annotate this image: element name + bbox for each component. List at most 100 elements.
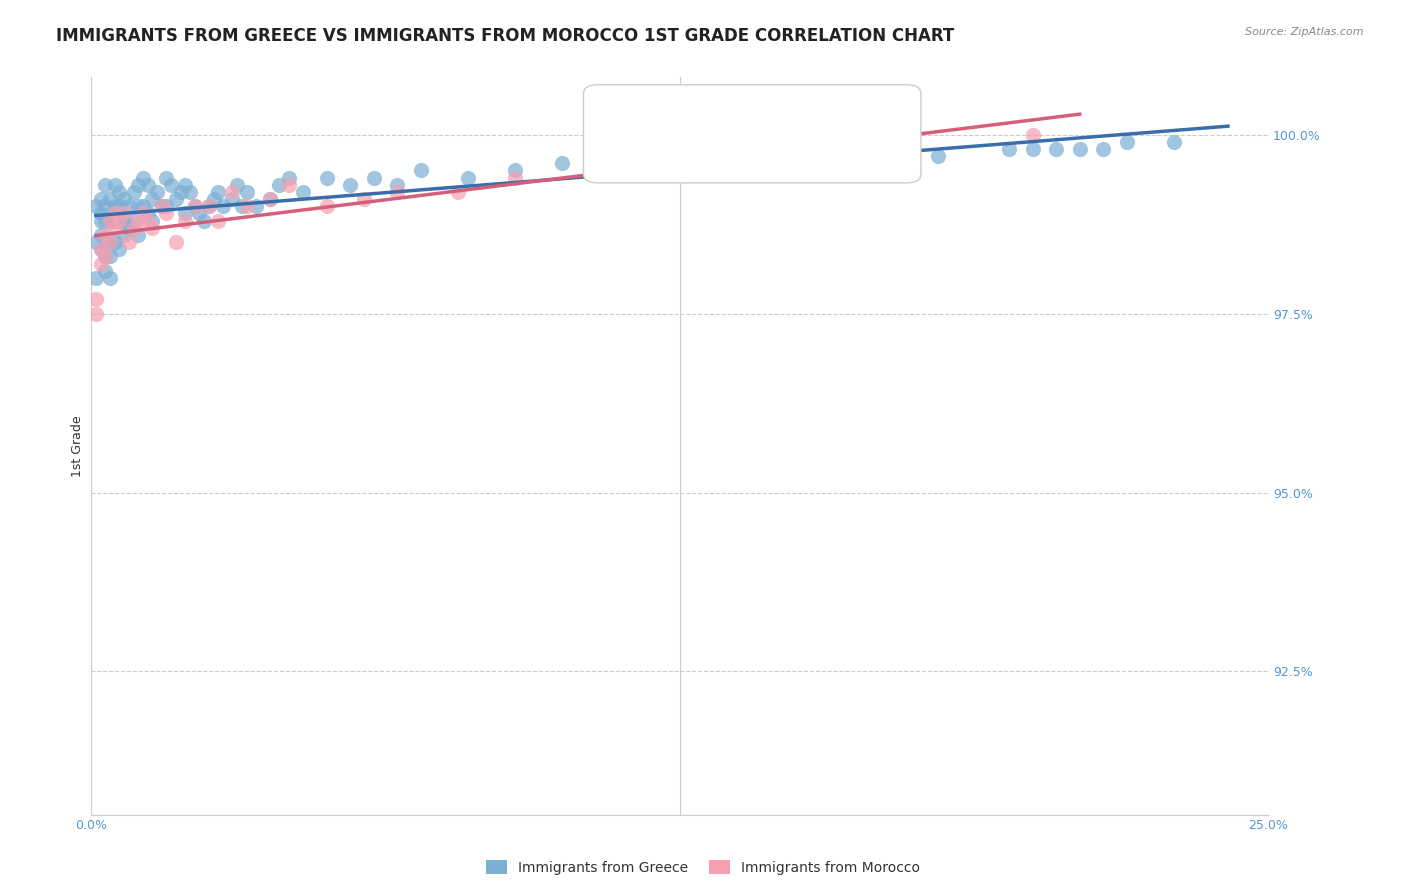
Point xyxy=(94,213,117,227)
Point xyxy=(221,185,243,199)
Point xyxy=(112,227,135,242)
Point xyxy=(104,206,127,220)
Point xyxy=(108,213,131,227)
Point xyxy=(155,206,177,220)
Point xyxy=(385,178,408,192)
Point xyxy=(447,185,470,199)
Point xyxy=(94,263,117,277)
Point xyxy=(150,199,173,213)
Point xyxy=(136,213,159,227)
Point xyxy=(136,206,159,220)
Point xyxy=(112,206,135,220)
Point xyxy=(94,249,117,263)
Point xyxy=(198,199,221,213)
Point xyxy=(127,227,149,242)
Point xyxy=(277,170,299,185)
Legend: Immigrants from Greece, Immigrants from Morocco: Immigrants from Greece, Immigrants from … xyxy=(481,855,925,880)
Point xyxy=(108,199,131,213)
Point xyxy=(292,185,315,199)
Text: IMMIGRANTS FROM GREECE VS IMMIGRANTS FROM MOROCCO 1ST GRADE CORRELATION CHART: IMMIGRANTS FROM GREECE VS IMMIGRANTS FRO… xyxy=(56,27,955,45)
Point xyxy=(598,163,620,178)
Point xyxy=(165,235,187,249)
Point xyxy=(353,192,375,206)
Point xyxy=(141,213,163,227)
Point xyxy=(226,178,249,192)
Point xyxy=(94,235,117,249)
Point xyxy=(104,220,127,235)
Point xyxy=(84,270,107,285)
Point xyxy=(122,185,145,199)
Point xyxy=(231,199,253,213)
Point xyxy=(165,192,187,206)
Point xyxy=(927,149,949,163)
Point xyxy=(127,213,149,227)
Point xyxy=(1163,135,1185,149)
Point xyxy=(259,192,281,206)
Point xyxy=(762,163,785,178)
Point xyxy=(1069,142,1091,156)
Point xyxy=(150,199,173,213)
Point xyxy=(112,192,135,206)
Point xyxy=(98,213,121,227)
Point xyxy=(184,199,207,213)
Point xyxy=(108,185,131,199)
Point xyxy=(98,270,121,285)
Point xyxy=(221,192,243,206)
Point xyxy=(1115,135,1137,149)
Point xyxy=(409,163,432,178)
Point xyxy=(740,149,762,163)
Point xyxy=(94,227,117,242)
Point xyxy=(98,213,121,227)
Point xyxy=(188,206,211,220)
Point xyxy=(503,170,526,185)
Point xyxy=(90,206,112,220)
Text: Source: ZipAtlas.com: Source: ZipAtlas.com xyxy=(1246,27,1364,37)
Point xyxy=(112,213,135,227)
Point xyxy=(84,307,107,321)
Point xyxy=(193,213,215,227)
Point xyxy=(90,213,112,227)
Point xyxy=(160,178,183,192)
Point xyxy=(155,170,177,185)
Point xyxy=(122,220,145,235)
Point xyxy=(235,199,257,213)
Point xyxy=(141,192,163,206)
Point xyxy=(339,178,361,192)
Point xyxy=(645,156,668,170)
Point xyxy=(127,178,149,192)
Point xyxy=(108,242,131,256)
Point xyxy=(998,142,1021,156)
Legend: R = 0.410   N = 87, R = 0.476   N = 37: R = 0.410 N = 87, R = 0.476 N = 37 xyxy=(619,107,823,171)
Point xyxy=(202,192,225,206)
Point xyxy=(363,170,385,185)
Point xyxy=(315,170,337,185)
Point xyxy=(98,192,121,206)
Point xyxy=(385,185,408,199)
Point xyxy=(146,185,169,199)
Point xyxy=(94,249,117,263)
Point xyxy=(1045,142,1067,156)
Point xyxy=(198,199,221,213)
Point xyxy=(90,227,112,242)
Point xyxy=(179,185,201,199)
Point xyxy=(122,213,145,227)
Point xyxy=(155,199,177,213)
Point xyxy=(118,199,141,213)
Point xyxy=(169,185,191,199)
Point xyxy=(84,293,107,307)
Point xyxy=(90,192,112,206)
Point xyxy=(212,199,235,213)
Point xyxy=(1021,128,1043,142)
Point xyxy=(94,199,117,213)
Point xyxy=(184,199,207,213)
Point xyxy=(174,213,197,227)
Y-axis label: 1st Grade: 1st Grade xyxy=(72,415,84,477)
Point xyxy=(136,178,159,192)
Point xyxy=(98,235,121,249)
Point xyxy=(98,249,121,263)
Point xyxy=(104,235,127,249)
Point xyxy=(132,199,155,213)
Point xyxy=(141,220,163,235)
Point xyxy=(118,220,141,235)
Point xyxy=(118,235,141,249)
